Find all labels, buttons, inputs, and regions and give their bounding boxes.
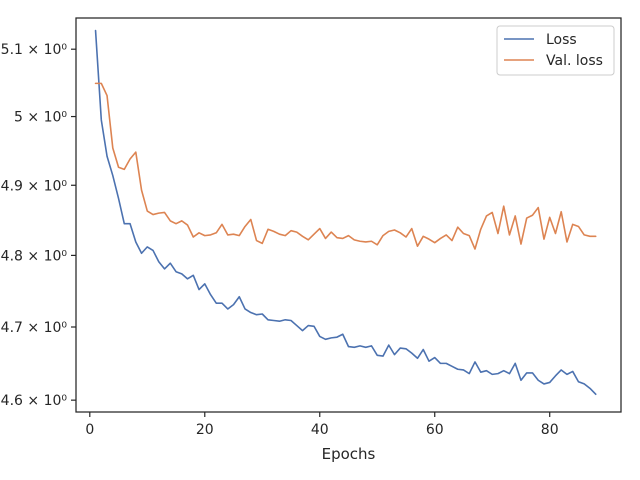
- y-tick-label: 4.9 × 10⁰: [1, 178, 68, 194]
- x-tick-label: 40: [311, 422, 329, 438]
- legend: Loss Val. loss: [496, 25, 615, 76]
- y-tick-label: 4.7 × 10⁰: [1, 320, 68, 336]
- x-axis-label: Epochs: [322, 445, 376, 463]
- x-tick-label: 80: [541, 422, 559, 438]
- x-tick-label: 20: [196, 422, 214, 438]
- x-axis-ticks: 0 20 40 60 80: [85, 412, 559, 438]
- y-tick-label: 4.8 × 10⁰: [1, 248, 68, 264]
- y-tick-label: 4.6 × 10⁰: [1, 393, 68, 409]
- y-tick-label: 5.1 × 10⁰: [1, 42, 68, 58]
- x-tick-label: 0: [85, 422, 94, 438]
- x-tick-label: 60: [426, 422, 444, 438]
- legend-label-val-loss: Val. loss: [546, 53, 603, 69]
- series-line-loss: [94, 29, 597, 396]
- legend-label-loss: Loss: [546, 32, 577, 48]
- series-layer: [94, 29, 597, 396]
- y-axis-ticks: 4.6 × 10⁰ 4.7 × 10⁰ 4.8 × 10⁰ 4.9 × 10⁰ 5 × …: [1, 42, 76, 409]
- y-tick-label: 5 × 10⁰: [14, 110, 67, 126]
- series-line-val-loss: [94, 82, 597, 250]
